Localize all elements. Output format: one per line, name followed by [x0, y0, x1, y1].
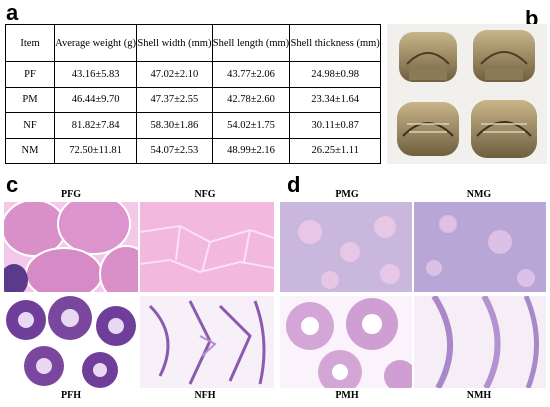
table-cell: 47.37±2.55: [136, 86, 213, 113]
table-cell: 81.82±7.84: [53, 112, 138, 139]
panel-label-a: a: [6, 0, 19, 25]
crab-top-left: [399, 32, 457, 82]
micrograph-pfh: [4, 296, 138, 388]
table-row: NM 72.50±11.81 54.07±2.53 48.99±2.16 26.…: [5, 137, 381, 164]
micrograph-nfh: [140, 296, 274, 388]
table-cell: NF: [5, 112, 55, 139]
micrograph-pmh: [280, 296, 412, 388]
table-cell: 47.02±2.10: [136, 61, 213, 88]
header-item: Item: [5, 24, 55, 62]
label-pfh: PFH: [61, 390, 81, 401]
panel-label-c: c: [6, 172, 19, 197]
table-cell: 23.34±1.64: [289, 86, 381, 113]
table-cell: PF: [5, 61, 55, 88]
panel-label-d: d: [287, 172, 301, 197]
header-average-weight: Average weight (g): [53, 24, 138, 62]
micrograph-pmg: [280, 202, 412, 292]
header-shell-width: Shell width (mm): [136, 24, 213, 62]
table-cell: 54.07±2.53: [136, 137, 213, 164]
header-shell-length: Shell length (mm): [211, 24, 291, 62]
micrograph-nmh: [414, 296, 546, 388]
table-cell: 42.78±2.60: [211, 86, 291, 113]
table-header-row: Item Average weight (g) Shell width (mm)…: [5, 24, 381, 62]
table-cell: 48.99±2.16: [211, 137, 291, 164]
label-pfg: PFG: [61, 189, 81, 200]
crab-measurement-table: Item Average weight (g) Shell width (mm)…: [5, 24, 381, 164]
table-cell: 26.25±1.11: [289, 137, 381, 164]
micrograph-nmg: [414, 202, 546, 292]
label-nmh: NMH: [466, 390, 492, 401]
label-pmh: PMH: [335, 390, 359, 401]
label-nfg: NFG: [194, 189, 216, 200]
micrograph-nfg: [140, 202, 274, 292]
table-cell: 43.16±5.83: [53, 61, 138, 88]
table-row: NF 81.82±7.84 58.30±1.86 54.02±1.75 30.1…: [5, 112, 381, 139]
crab-top-right: [473, 30, 535, 82]
table-cell: PM: [5, 86, 55, 113]
crab-bottom-right: [471, 100, 537, 158]
table-cell: 24.98±0.98: [289, 61, 381, 88]
table-cell: 30.11±0.87: [289, 112, 381, 139]
table-cell: NM: [5, 137, 55, 164]
header-shell-thickness: Shell thickness (mm): [289, 24, 381, 62]
table-cell: 72.50±11.81: [53, 137, 138, 164]
table-cell: 46.44±9.70: [53, 86, 138, 113]
micrograph-pfg: [4, 202, 138, 292]
table-cell: 43.77±2.06: [211, 61, 291, 88]
table-cell: 54.02±1.75: [211, 112, 291, 139]
label-pmg: PMG: [335, 189, 359, 200]
table-row: PM 46.44±9.70 47.37±2.55 42.78±2.60 23.3…: [5, 86, 381, 113]
table-row: PF 43.16±5.83 47.02±2.10 43.77±2.06 24.9…: [5, 61, 381, 88]
label-nmg: NMG: [466, 189, 492, 200]
label-nfh: NFH: [194, 390, 216, 401]
table-cell: 58.30±1.86: [136, 112, 213, 139]
crab-bottom-left: [397, 102, 459, 156]
crab-shell-photo: [387, 24, 547, 164]
